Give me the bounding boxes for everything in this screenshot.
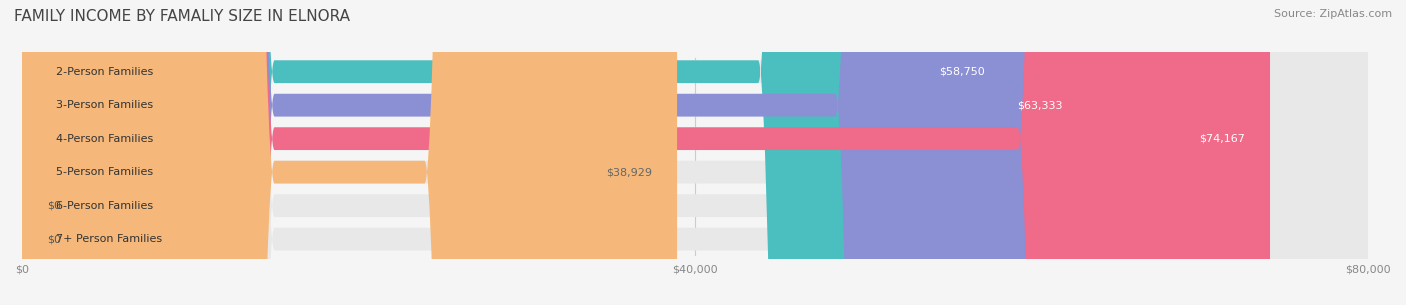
FancyBboxPatch shape <box>22 0 1368 305</box>
FancyBboxPatch shape <box>22 0 1011 305</box>
FancyBboxPatch shape <box>22 0 678 305</box>
FancyBboxPatch shape <box>22 0 1368 305</box>
Text: 6-Person Families: 6-Person Families <box>56 201 153 211</box>
Text: Source: ZipAtlas.com: Source: ZipAtlas.com <box>1274 9 1392 19</box>
FancyBboxPatch shape <box>22 0 1270 305</box>
Text: 3-Person Families: 3-Person Families <box>56 100 153 110</box>
Text: $0: $0 <box>48 201 62 211</box>
Text: 4-Person Families: 4-Person Families <box>56 134 153 144</box>
Text: FAMILY INCOME BY FAMALIY SIZE IN ELNORA: FAMILY INCOME BY FAMALIY SIZE IN ELNORA <box>14 9 350 24</box>
Text: $63,333: $63,333 <box>1017 100 1063 110</box>
FancyBboxPatch shape <box>22 0 1368 305</box>
FancyBboxPatch shape <box>22 0 1368 305</box>
Text: $0: $0 <box>48 234 62 244</box>
FancyBboxPatch shape <box>22 0 1088 305</box>
FancyBboxPatch shape <box>22 0 1368 305</box>
Text: $38,929: $38,929 <box>606 167 652 177</box>
FancyBboxPatch shape <box>22 0 1368 305</box>
Text: 2-Person Families: 2-Person Families <box>56 67 153 77</box>
Text: 5-Person Families: 5-Person Families <box>56 167 153 177</box>
Text: $74,167: $74,167 <box>1199 134 1244 144</box>
Text: $58,750: $58,750 <box>939 67 986 77</box>
Text: 7+ Person Families: 7+ Person Families <box>56 234 162 244</box>
